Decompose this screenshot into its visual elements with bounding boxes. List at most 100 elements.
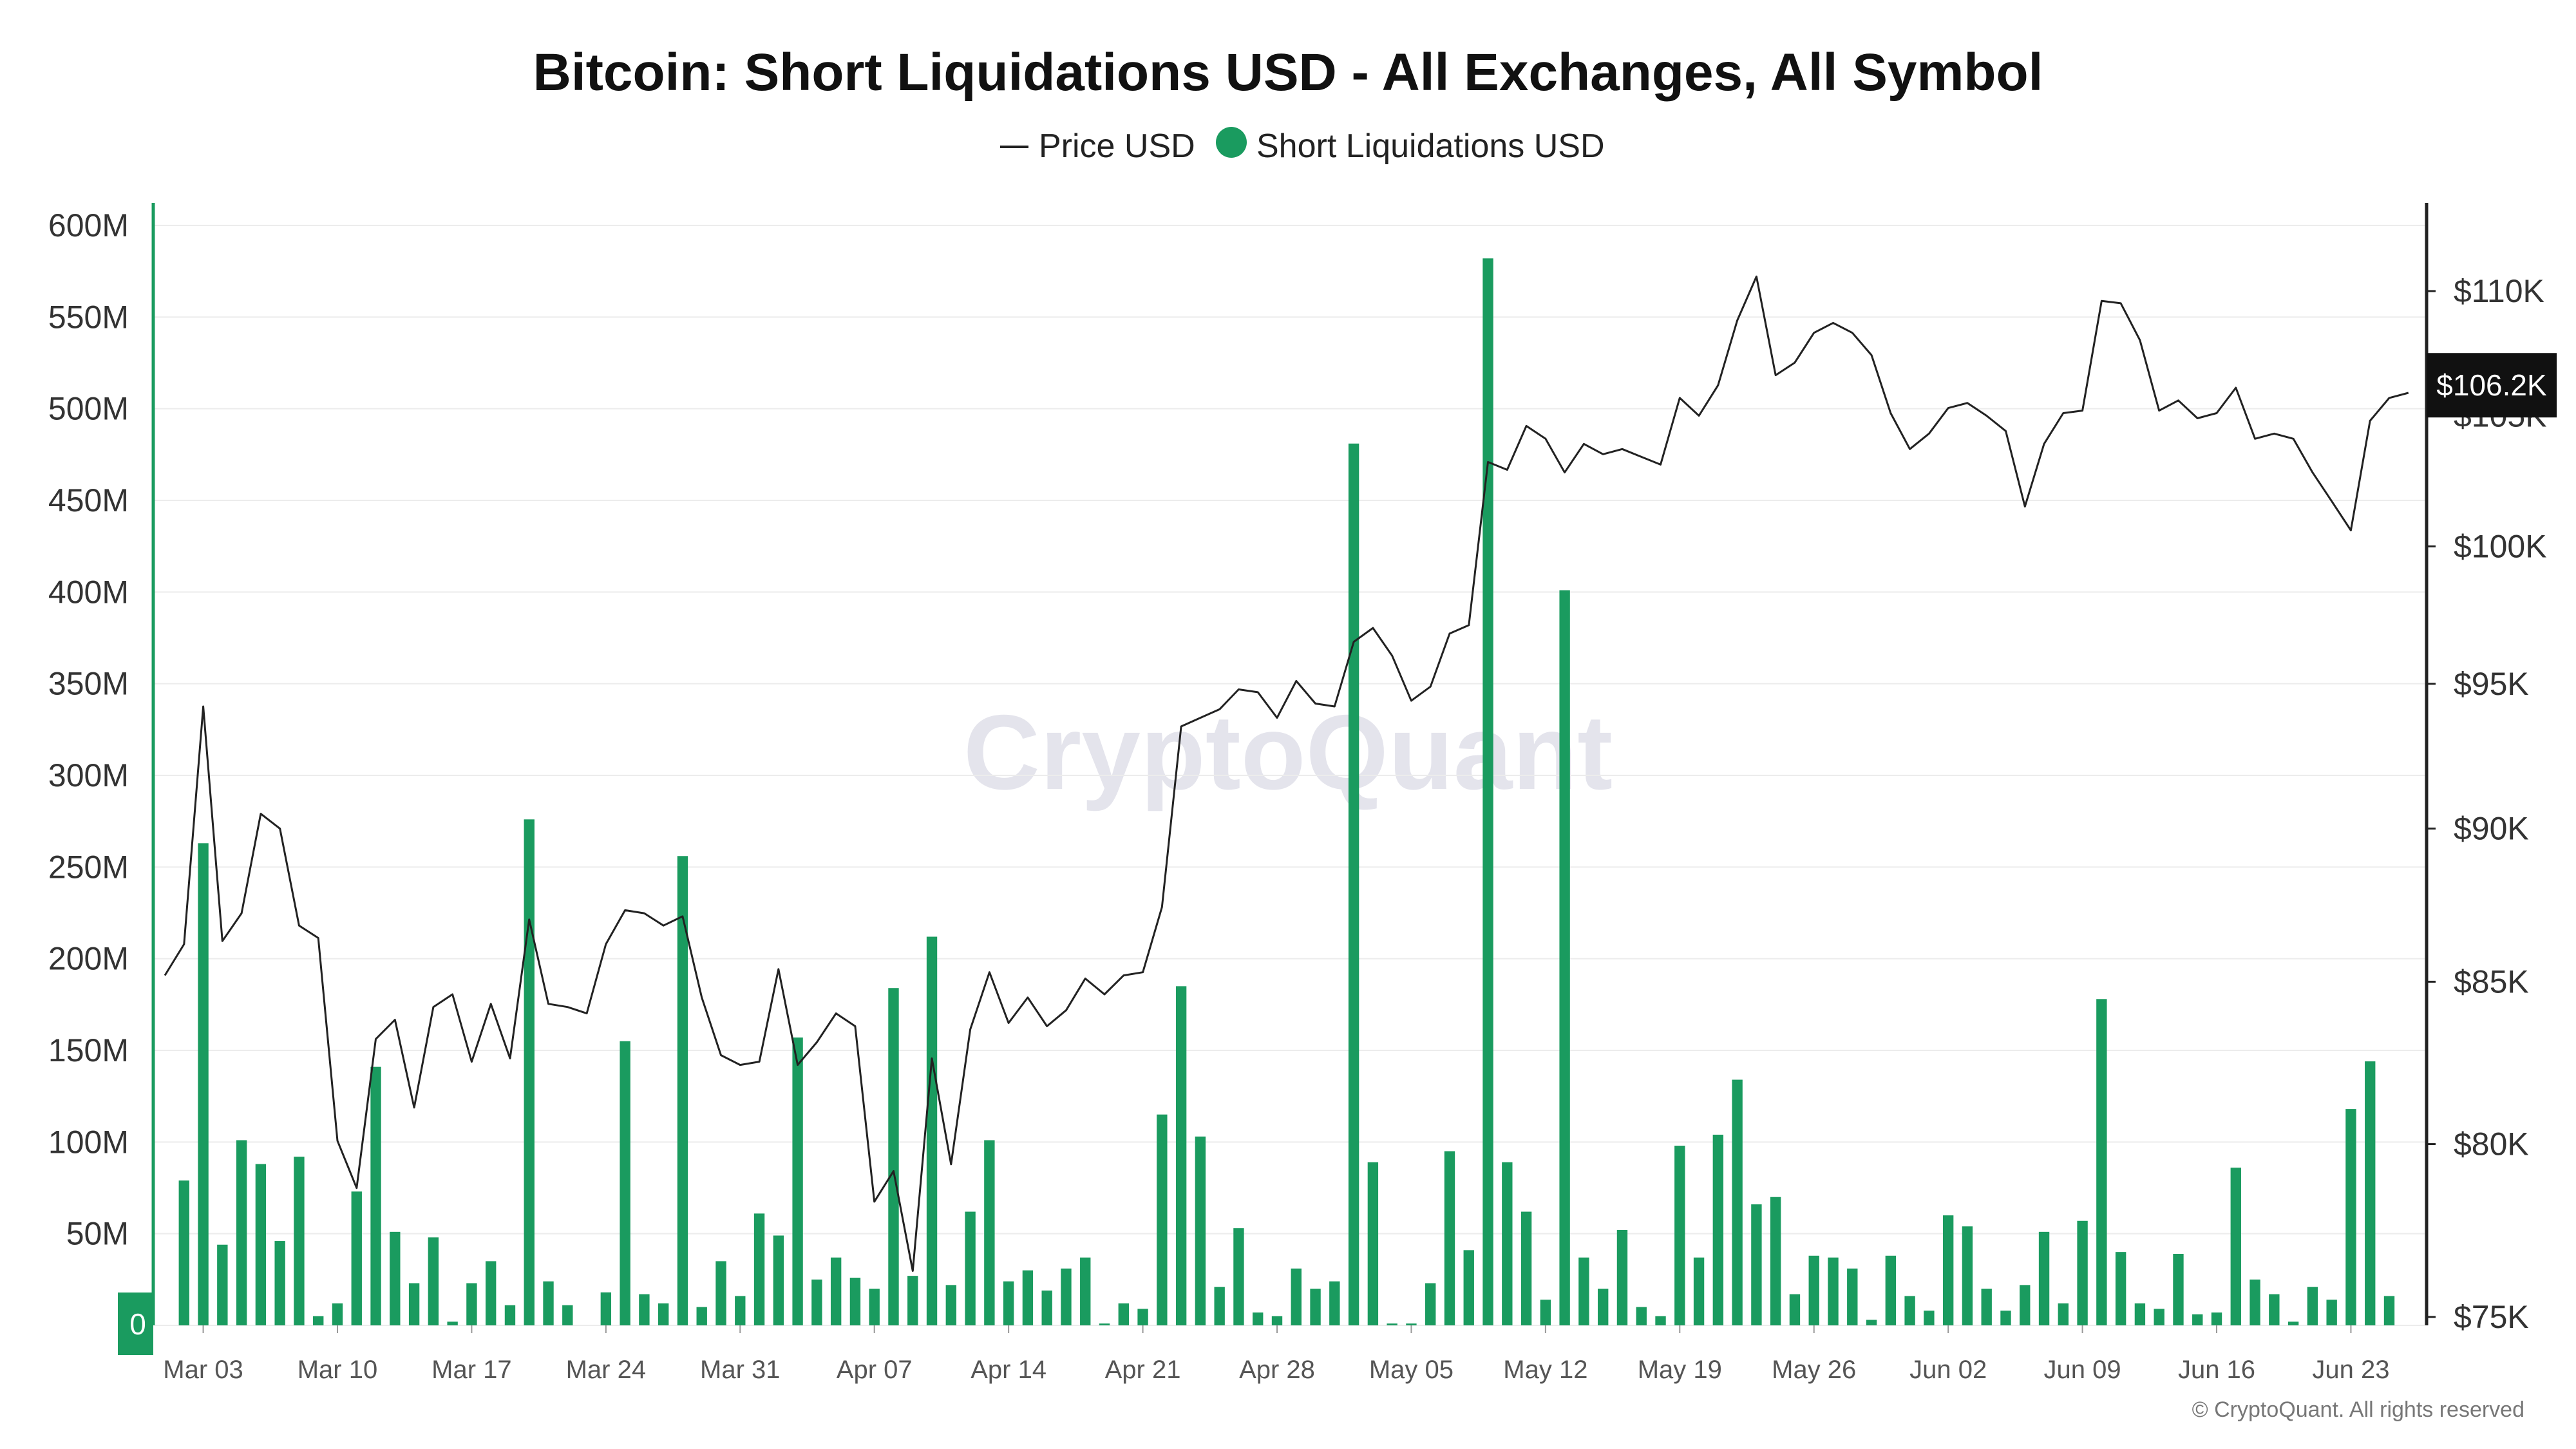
legend[interactable]: Price USD Short Liquidations USD — [1000, 127, 1605, 165]
left-tick-label: 150M — [48, 1032, 129, 1068]
left-tick-label: 350M — [48, 666, 129, 702]
liquidation-bar — [1751, 1204, 1762, 1325]
liquidation-bar — [2287, 1321, 2299, 1325]
liquidation-bar — [1636, 1307, 1647, 1325]
liquidation-bar — [1924, 1311, 1935, 1325]
liquidation-bar — [907, 1276, 918, 1325]
right-tick-label: $90K — [2454, 811, 2529, 847]
zero-badge-label: 0 — [129, 1307, 146, 1341]
liquidation-bar — [1099, 1323, 1110, 1325]
legend-price-label[interactable]: Price USD — [1039, 128, 1195, 165]
left-tick-label: 500M — [48, 391, 129, 427]
liquidation-bar — [1310, 1289, 1321, 1325]
liquidation-bar — [1406, 1323, 1417, 1325]
x-tick-label: Jun 16 — [2178, 1356, 2255, 1384]
liquidation-bar — [1271, 1316, 1283, 1325]
right-tick-label: $110K — [2454, 273, 2544, 309]
right-tick-label: $95K — [2454, 666, 2529, 702]
liquidation-bar — [849, 1277, 861, 1325]
liquidation-bar — [562, 1305, 573, 1325]
liquidation-bar — [1482, 258, 1493, 1325]
liquidation-bar — [1137, 1309, 1148, 1325]
x-tick-label: May 26 — [1772, 1356, 1856, 1384]
x-tick-label: Apr 28 — [1239, 1356, 1315, 1384]
liquidation-bar — [926, 936, 938, 1325]
x-tick-label: Jun 09 — [2044, 1356, 2121, 1384]
liquidation-bar — [1233, 1228, 1244, 1325]
left-tick-label: 400M — [48, 574, 129, 610]
liquidation-bar — [1444, 1151, 1455, 1325]
zero-badge-bg — [118, 1293, 153, 1355]
liquidation-bar — [1425, 1283, 1436, 1325]
liquidation-bar — [332, 1303, 343, 1325]
liquidation-bar — [1291, 1268, 1302, 1325]
liquidation-bar — [1904, 1296, 1915, 1325]
liquidation-bar — [236, 1140, 247, 1325]
liquidation-bar — [1520, 1211, 1532, 1325]
liquidation-bar — [2365, 1061, 2376, 1325]
liquidation-bar — [639, 1294, 650, 1325]
liquidation-bar — [1348, 443, 1359, 1325]
liquidation-bar — [1770, 1197, 1781, 1325]
liquidation-bar — [504, 1305, 516, 1325]
liquidation-bar — [1195, 1136, 1206, 1325]
liquidation-bar — [1789, 1294, 1801, 1325]
liquidation-bar — [1828, 1257, 1839, 1325]
liquidation-bar — [1061, 1268, 1072, 1325]
left-tick-label: 600M — [48, 207, 129, 243]
liquidation-bar — [1942, 1215, 1954, 1325]
right-tick-label: $100K — [2454, 528, 2547, 564]
liquidation-bar — [524, 819, 535, 1325]
liquidation-bar — [370, 1066, 381, 1325]
liquidation-bar — [1463, 1250, 1474, 1325]
liquidation-bar — [1118, 1303, 1129, 1325]
liquidation-bar — [1962, 1226, 1973, 1325]
liquidation-bar — [696, 1307, 707, 1325]
liquidation-bar — [735, 1296, 746, 1325]
liquidation-bar — [1981, 1289, 1992, 1325]
liquidation-bar — [1559, 590, 1570, 1325]
liquidation-bar — [2269, 1294, 2280, 1325]
copyright-text: © CryptoQuant. All rights reserved — [2192, 1397, 2524, 1422]
liquidation-bar — [773, 1235, 784, 1325]
liquidation-bar — [274, 1241, 285, 1325]
left-tick-label: 300M — [48, 757, 129, 793]
current-price-badge-bg — [2427, 353, 2557, 418]
liquidation-bar — [217, 1244, 228, 1325]
legend-short-liq-label[interactable]: Short Liquidations USD — [1256, 128, 1605, 165]
liquidation-bar — [1598, 1289, 1609, 1325]
liquidation-bar — [2077, 1220, 2088, 1325]
x-tick-label: Mar 24 — [566, 1356, 647, 1384]
liquidation-bar — [1885, 1255, 1897, 1325]
liquidation-bar — [2058, 1303, 2069, 1325]
liquidation-bar — [888, 988, 899, 1325]
liquidation-bar — [715, 1261, 726, 1325]
x-tick-label: Jun 23 — [2312, 1356, 2389, 1384]
x-tick-label: May 12 — [1503, 1356, 1587, 1384]
x-tick-label: Apr 14 — [971, 1356, 1046, 1384]
watermark: CryptoQuant — [963, 693, 1613, 811]
liquidation-bar — [2038, 1231, 2050, 1325]
liquidation-bar — [2173, 1253, 2184, 1325]
liquidation-bar — [1866, 1320, 1877, 1325]
liquidation-bar — [486, 1261, 497, 1325]
x-tick-label: Apr 07 — [837, 1356, 913, 1384]
liquidation-bar — [2096, 999, 2107, 1325]
right-tick-label: $80K — [2454, 1126, 2529, 1162]
liquidation-bar — [1808, 1255, 1819, 1325]
liquidation-bar — [1693, 1257, 1705, 1325]
liquidation-bar — [2307, 1287, 2318, 1325]
x-tick-label: Apr 21 — [1105, 1356, 1181, 1384]
liquidation-bar — [198, 843, 209, 1325]
liquidation-bar — [1502, 1162, 1513, 1325]
liquidation-bar — [294, 1157, 305, 1325]
liquidation-bar — [2000, 1311, 2011, 1325]
left-tick-label: 50M — [66, 1216, 129, 1252]
liquidation-bar — [1616, 1229, 1628, 1325]
liquidation-bar — [2154, 1309, 2164, 1325]
short-liquidation-bars — [178, 258, 2395, 1325]
liquidation-bar — [1387, 1323, 1397, 1325]
liquidation-bar — [1041, 1290, 1052, 1325]
x-tick-label: Mar 10 — [298, 1356, 378, 1384]
